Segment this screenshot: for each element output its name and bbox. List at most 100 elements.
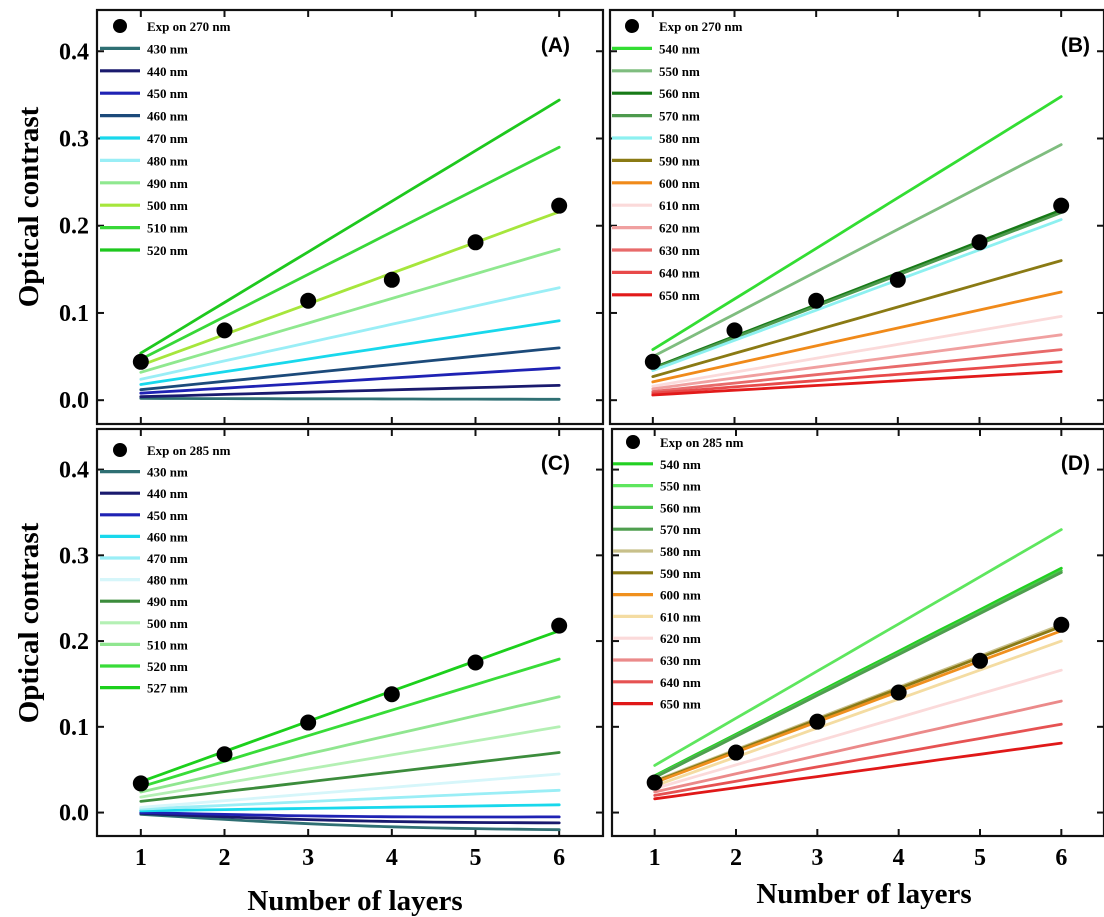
exp-data-point <box>467 654 484 671</box>
series-line <box>139 98 561 355</box>
series-line <box>139 383 561 399</box>
legend-label: 490 nm <box>147 594 188 609</box>
series-line <box>653 699 1063 794</box>
legend-marker-exp <box>113 19 127 33</box>
series-line <box>651 143 1063 359</box>
plot-frame <box>95 8 605 426</box>
legend-label: Exp on 285 nm <box>147 443 231 458</box>
legend-label: 480 nm <box>147 573 188 588</box>
series-line <box>139 247 561 374</box>
series-line <box>653 629 1063 784</box>
legend-label: 590 nm <box>659 153 700 168</box>
legend-label: 610 nm <box>660 609 701 624</box>
legend-label: 590 nm <box>660 566 701 581</box>
series-line <box>139 695 561 794</box>
y-tick-label: 0.4 <box>59 458 89 484</box>
legend-label: 520 nm <box>147 243 188 258</box>
panel-label: (A) <box>541 34 570 57</box>
exp-data-point <box>971 234 988 251</box>
series-line <box>139 366 561 395</box>
series-line <box>651 314 1063 388</box>
x-axis-title-right: Number of layers <box>756 878 971 910</box>
x-axis-title-left: Number of layers <box>247 885 462 917</box>
panel-label: (B) <box>1061 34 1090 57</box>
legend-label: Exp on 270 nm <box>147 19 231 34</box>
legend-label: 470 nm <box>147 551 188 566</box>
y-axis-title-bottom: Optical contrast <box>13 522 45 723</box>
exp-data-point <box>132 775 149 792</box>
series-line <box>651 259 1063 379</box>
legend-label: 600 nm <box>659 176 700 191</box>
exp-data-point <box>1053 616 1070 633</box>
legend-label: 510 nm <box>147 637 188 652</box>
legend-label: 520 nm <box>147 659 188 674</box>
exp-data-point <box>726 322 743 339</box>
legend-label: 460 nm <box>147 109 188 124</box>
series-line <box>139 657 561 789</box>
legend-marker-exp <box>625 19 639 33</box>
series-line <box>139 346 561 392</box>
legend-label: 540 nm <box>660 457 701 472</box>
legend-label: 470 nm <box>147 131 188 146</box>
legend-label: 570 nm <box>660 522 701 537</box>
exp-data-point <box>644 353 661 370</box>
legend-label: 570 nm <box>659 109 700 124</box>
series-line <box>651 360 1063 395</box>
y-tick-label: 0.3 <box>59 543 89 569</box>
y-tick-label: 0.0 <box>59 388 89 414</box>
exp-data-point <box>890 684 907 701</box>
y-tick-label: 0.2 <box>59 629 89 655</box>
series-line <box>653 668 1063 790</box>
panel-3: 1 2 3 4 5 6 0.0 0.1 0.2 0.3 0.4 Exp on 285 nm 430 nm… <box>59 427 605 871</box>
y-tick-label: 0.0 <box>59 801 89 827</box>
panel-1: 0.0 0.1 0.2 0.3 0.4 Exp on 270 nm 430 nm 440 nm… <box>59 8 605 426</box>
exp-data-point <box>728 744 744 761</box>
y-tick-label: 0.3 <box>59 126 89 152</box>
x-tick-label: 4 <box>893 845 905 871</box>
series-line <box>651 369 1063 397</box>
x-tick-label: 4 <box>386 845 398 871</box>
series-line <box>139 210 561 367</box>
exp-data-point <box>551 197 568 214</box>
x-tick-label: 3 <box>811 845 823 871</box>
series-line <box>139 812 561 832</box>
y-tick-label: 0.1 <box>59 715 89 741</box>
legend-marker-exp <box>626 435 640 449</box>
series-line <box>139 803 561 813</box>
legend-label: 610 nm <box>659 198 700 213</box>
x-tick-label: 5 <box>974 845 986 871</box>
exp-data-point <box>300 292 317 309</box>
exp-data-point <box>383 271 400 288</box>
x-tick-label: 6 <box>553 845 565 871</box>
legend-label: 540 nm <box>659 41 700 56</box>
exp-data-point <box>808 292 825 309</box>
series-line <box>139 286 561 381</box>
exp-data-point <box>972 652 988 669</box>
legend-label: 440 nm <box>147 486 188 501</box>
exp-data-point <box>646 774 663 791</box>
legend-label: 450 nm <box>147 86 188 101</box>
series-line <box>651 218 1063 372</box>
legend-label: 580 nm <box>659 131 700 146</box>
series-line <box>651 95 1063 352</box>
series-line <box>653 722 1063 797</box>
legend-label: 430 nm <box>147 465 188 480</box>
series-line <box>651 348 1063 393</box>
exp-data-point <box>216 746 233 763</box>
series-line <box>139 751 561 803</box>
legend-label: 640 nm <box>660 675 701 690</box>
series-line <box>139 812 561 825</box>
series-line <box>139 811 561 819</box>
legend-label: 580 nm <box>660 544 701 559</box>
panel-4: 1 2 3 4 5 6 Exp on 285 nm 540 nm 550 nm 560 nm 570… <box>610 427 1104 871</box>
x-tick-label: 1 <box>135 845 147 871</box>
exp-data-point <box>889 271 906 288</box>
panels-layer: 0.0 0.1 0.2 0.3 0.4 Exp on 270 nm 430 nm 440 nm… <box>59 8 1104 871</box>
panel-label: (C) <box>541 452 570 475</box>
legend-label: 500 nm <box>147 198 188 213</box>
series-line <box>139 629 561 784</box>
series-line <box>651 290 1063 384</box>
series-line <box>139 788 561 811</box>
x-tick-label: 1 <box>649 845 661 871</box>
series-line <box>139 725 561 799</box>
